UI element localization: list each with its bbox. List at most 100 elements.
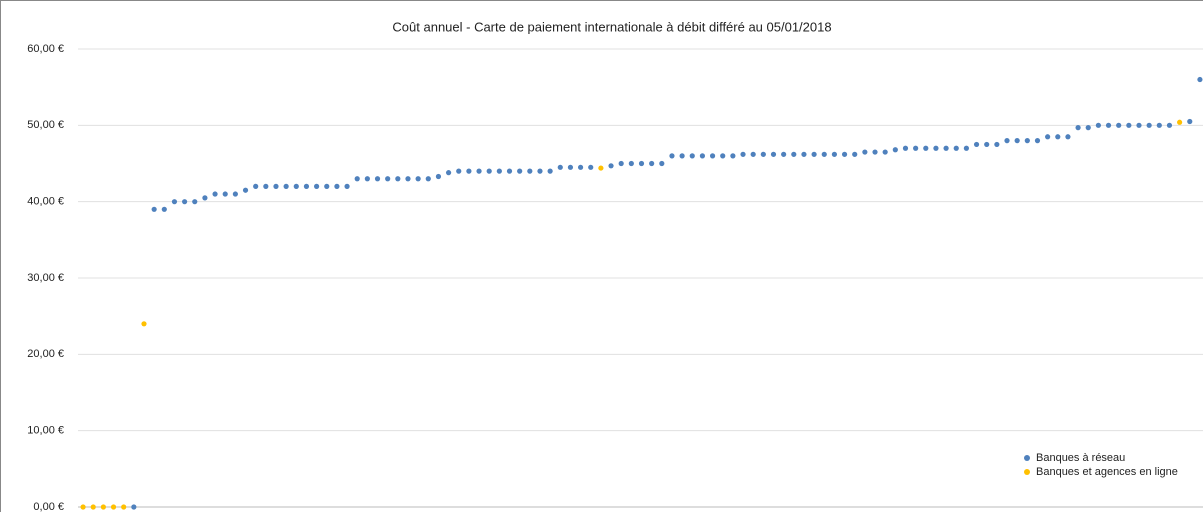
data-point: [283, 183, 289, 189]
data-point: [801, 151, 807, 157]
data-point: [862, 149, 868, 155]
data-point: [1126, 122, 1132, 128]
data-point: [445, 170, 452, 176]
data-point: [506, 168, 513, 174]
data-point: [1055, 134, 1061, 140]
data-point: [791, 151, 797, 157]
data-point: [892, 147, 898, 153]
data-point: [182, 199, 188, 205]
data-point: [100, 504, 106, 510]
data-point: [1085, 125, 1091, 131]
data-point: [598, 165, 604, 171]
data-point: [486, 168, 492, 174]
data-point: [709, 153, 716, 159]
data-point: [344, 183, 350, 189]
data-point: [872, 149, 878, 155]
data-point: [1004, 138, 1010, 144]
y-tick-label: 30,00 €: [27, 272, 64, 284]
data-point: [588, 164, 594, 170]
data-point: [232, 191, 238, 197]
legend-marker: [1024, 469, 1030, 475]
data-point: [750, 151, 756, 157]
data-point: [913, 145, 919, 151]
data-point: [923, 145, 929, 151]
data-point: [669, 153, 675, 159]
data-point: [547, 168, 553, 174]
data-point: [324, 183, 330, 189]
data-point: [303, 183, 310, 189]
data-point: [902, 145, 909, 151]
data-point: [649, 160, 655, 167]
data-point: [770, 151, 777, 157]
data-point: [131, 504, 137, 510]
y-tick-label: 0,00 €: [33, 501, 64, 512]
data-point: [984, 141, 990, 148]
data-point: [659, 160, 665, 167]
data-point: [110, 504, 117, 510]
data-point: [720, 153, 726, 159]
legend-label: Banques à réseau: [1036, 452, 1125, 464]
data-point: [1177, 119, 1183, 125]
data-point: [882, 149, 888, 155]
data-point: [374, 176, 381, 182]
data-point: [273, 183, 279, 189]
legend-label: Banques et agences en ligne: [1036, 466, 1178, 478]
data-point: [293, 183, 299, 189]
data-point: [395, 176, 401, 182]
data-point: [354, 176, 360, 182]
data-point: [628, 160, 634, 167]
data-point: [994, 141, 1000, 148]
data-point: [405, 176, 411, 182]
y-tick-label: 40,00 €: [27, 196, 64, 208]
data-point: [1045, 134, 1051, 140]
data-point: [1065, 134, 1071, 140]
y-tick-label: 10,00 €: [27, 425, 64, 437]
data-point: [1024, 138, 1030, 144]
data-point: [1156, 122, 1162, 128]
data-point: [943, 145, 949, 151]
data-point: [466, 168, 472, 174]
data-point: [425, 176, 431, 182]
y-tick-label: 50,00 €: [27, 119, 64, 131]
data-point: [537, 168, 543, 174]
data-point: [385, 176, 391, 182]
data-point: [141, 321, 147, 327]
data-point: [496, 168, 502, 174]
data-point: [953, 145, 959, 151]
data-point: [1034, 138, 1041, 144]
data-point: [527, 168, 533, 174]
data-point: [1014, 138, 1020, 144]
data-point: [415, 176, 421, 182]
data-point: [638, 160, 645, 167]
y-tick-label: 20,00 €: [27, 348, 64, 360]
data-point: [364, 176, 370, 182]
data-point: [973, 141, 980, 148]
data-point: [679, 153, 685, 159]
data-point: [202, 195, 208, 201]
data-point: [730, 153, 736, 159]
data-point: [313, 183, 320, 189]
data-point: [212, 191, 218, 197]
data-point: [852, 151, 858, 157]
y-tick-label: 60,00 €: [27, 43, 64, 55]
data-point: [841, 151, 848, 157]
data-point: [476, 168, 482, 174]
data-point: [121, 504, 127, 510]
data-point: [1146, 122, 1152, 128]
data-point: [171, 199, 178, 205]
data-point: [699, 153, 706, 159]
data-point: [557, 164, 563, 170]
data-point: [456, 168, 462, 174]
data-point: [1136, 122, 1142, 128]
data-point: [689, 153, 695, 159]
data-point: [161, 206, 167, 212]
data-point: [242, 187, 249, 193]
data-point: [90, 504, 96, 510]
data-point: [151, 206, 157, 212]
data-point: [811, 151, 817, 157]
data-point: [781, 151, 787, 157]
data-point: [435, 173, 442, 180]
data-point: [618, 160, 624, 167]
